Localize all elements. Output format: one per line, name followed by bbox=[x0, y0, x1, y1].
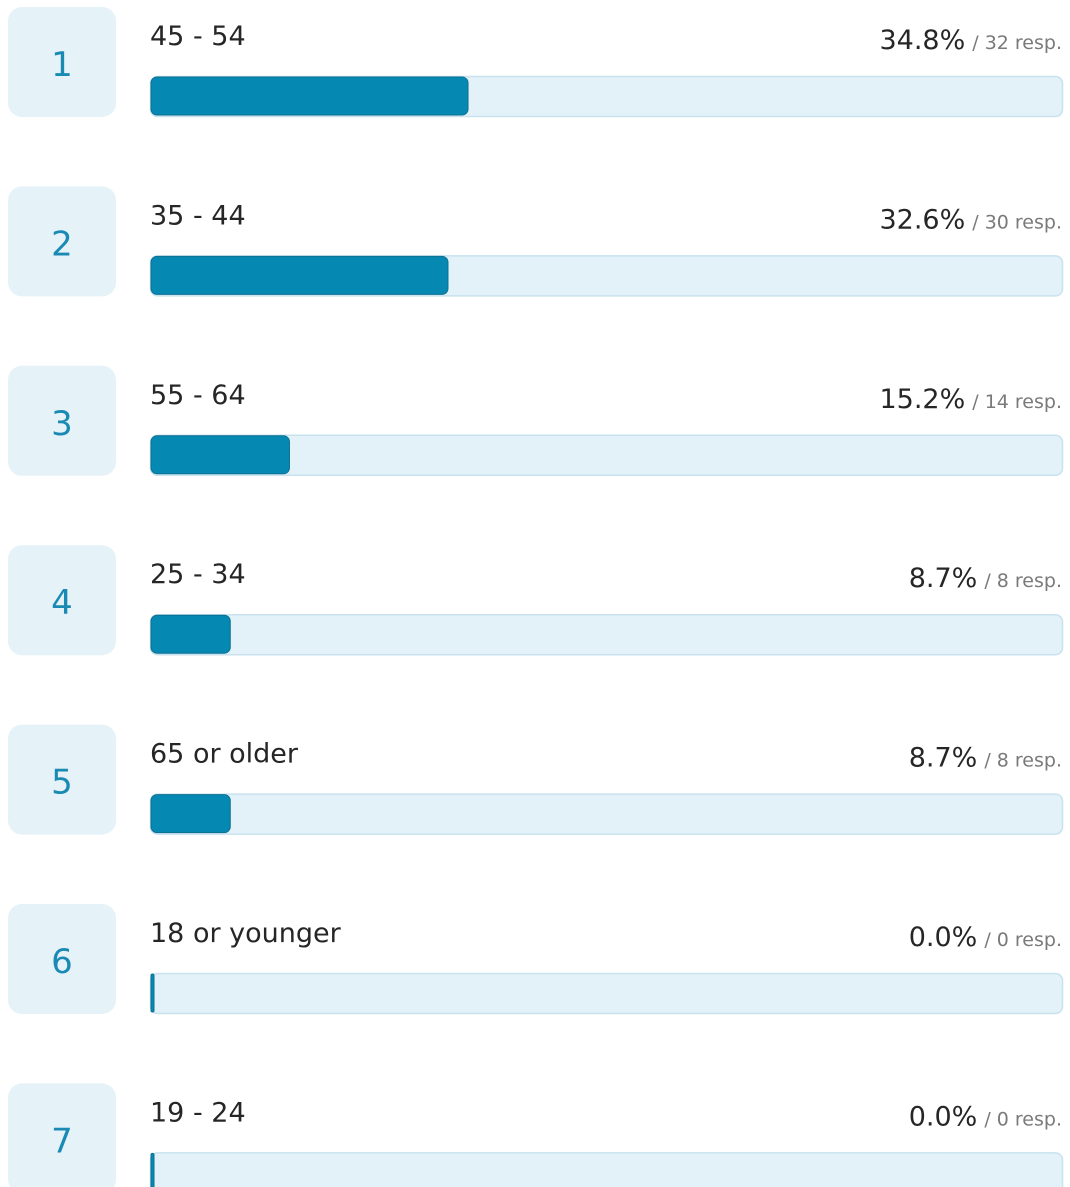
response-label: / 32 resp. bbox=[972, 32, 1062, 54]
rank: 4 bbox=[51, 583, 73, 623]
bar bbox=[150, 1152, 155, 1187]
response-label: / 14 resp. bbox=[972, 391, 1062, 413]
bar-track bbox=[149, 1152, 1064, 1187]
rank: 7 bbox=[51, 1121, 73, 1161]
value-label: 0.0% bbox=[909, 1101, 978, 1132]
category-label: 45 - 54 bbox=[150, 21, 246, 52]
bar-track bbox=[149, 972, 1064, 1015]
rank-box bbox=[8, 186, 116, 297]
response-label: / 0 resp. bbox=[984, 1108, 1062, 1130]
value-label: 0.0% bbox=[909, 922, 978, 953]
bar bbox=[150, 76, 469, 116]
rank-box bbox=[8, 904, 116, 1014]
rank-box bbox=[8, 365, 116, 476]
rank: 2 bbox=[51, 224, 73, 264]
category-label: 25 - 34 bbox=[150, 559, 246, 590]
bar bbox=[150, 973, 155, 1013]
rank: 5 bbox=[51, 763, 73, 803]
response-label: / 0 resp. bbox=[984, 929, 1062, 951]
category-label: 18 or younger bbox=[150, 918, 342, 949]
response-label: / 8 resp. bbox=[984, 750, 1062, 772]
category-label: 19 - 24 bbox=[150, 1097, 246, 1128]
rank: 3 bbox=[51, 404, 73, 444]
value-label: 32.6% bbox=[879, 204, 965, 235]
rank-box bbox=[8, 724, 116, 835]
bar-track bbox=[149, 793, 1064, 835]
value-label: 34.8% bbox=[879, 25, 965, 56]
response-label: / 8 resp. bbox=[984, 570, 1062, 592]
response-label: / 30 resp. bbox=[972, 211, 1062, 233]
value-label: 15.2% bbox=[879, 384, 965, 415]
rank-box bbox=[8, 545, 116, 656]
rank: 6 bbox=[51, 942, 73, 982]
value-label: 8.7% bbox=[909, 563, 978, 594]
value-label: 8.7% bbox=[909, 743, 978, 774]
bar bbox=[150, 794, 231, 834]
category-label: 35 - 44 bbox=[150, 200, 246, 231]
rank-box bbox=[8, 7, 116, 117]
rank-box bbox=[8, 1083, 116, 1187]
rank: 1 bbox=[51, 45, 73, 85]
bar bbox=[150, 435, 290, 475]
category-label: 65 or older bbox=[150, 739, 299, 770]
bar bbox=[150, 614, 231, 654]
bar-track bbox=[149, 613, 1064, 656]
category-label: 55 - 64 bbox=[150, 380, 246, 411]
bar bbox=[150, 255, 449, 295]
